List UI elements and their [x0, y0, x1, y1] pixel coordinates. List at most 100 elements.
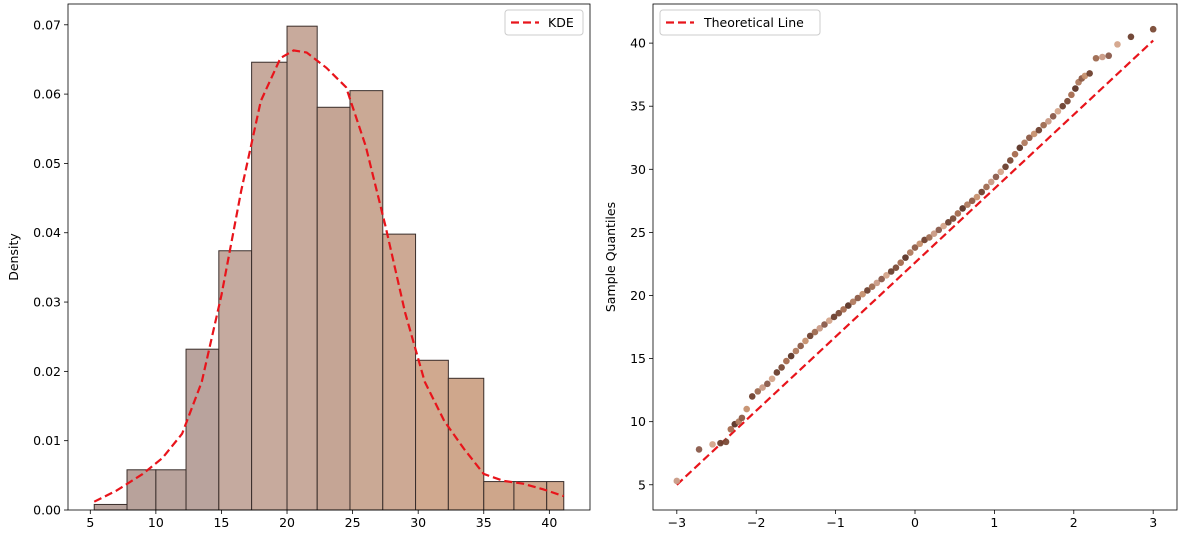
qq-point: [1099, 53, 1106, 61]
qq-point: [968, 197, 976, 205]
qq-point: [883, 271, 890, 279]
qq-point: [897, 259, 905, 266]
qq-point: [673, 477, 681, 485]
qq-point: [854, 294, 862, 302]
legend-box: [504, 9, 584, 36]
y-tick-label: 5: [638, 477, 646, 492]
qq-point: [764, 380, 771, 388]
histogram-bar: [126, 469, 157, 511]
qq-point: [830, 313, 838, 321]
qq-point: [925, 234, 933, 241]
qq-point: [978, 188, 985, 196]
qq-point: [983, 183, 990, 191]
x-tick-label: 1: [990, 515, 998, 530]
histogram-panel: 5 10 15 20 25 30 35 40 0.00 0.01 0.02 0.03 0.04 0.05…: [6, 3, 591, 530]
qq-point: [945, 218, 952, 226]
qq-point: [1040, 121, 1047, 129]
qq-legend: Theoretical Line: [659, 9, 821, 36]
qq-point: [825, 317, 833, 325]
qq-point: [1011, 150, 1019, 158]
qq-point: [1114, 41, 1121, 48]
qq-y-ticks: 5 10 15 20 25 30 35 40: [630, 36, 653, 492]
qq-point: [778, 364, 785, 371]
qq-point: [1149, 25, 1157, 33]
histogram-y-axis-label: Density: [6, 233, 21, 281]
qq-point: [1054, 107, 1062, 115]
qq-point: [964, 201, 971, 208]
x-tick-label: 20: [279, 515, 295, 530]
qq-point: [787, 352, 795, 360]
qq-point: [864, 287, 871, 294]
qq-point: [992, 173, 1000, 181]
qq-point: [868, 283, 876, 290]
qq-point: [1021, 139, 1028, 147]
histogram-bar: [185, 348, 220, 511]
x-tick-label: 40: [541, 515, 557, 530]
x-tick-label: 2: [1070, 515, 1078, 530]
y-tick-label: 0.00: [33, 503, 61, 518]
qq-point: [911, 244, 919, 251]
qq-point: [1127, 33, 1135, 41]
histogram-bars: [93, 25, 565, 511]
qq-point: [1002, 163, 1009, 171]
qq-point: [1092, 54, 1100, 62]
qq-point: [811, 328, 819, 336]
y-tick-label: 30: [630, 162, 646, 177]
qq-point: [887, 268, 895, 275]
qq-point: [1035, 126, 1043, 134]
y-tick-label: 0.05: [33, 156, 61, 171]
qq-point: [783, 357, 790, 365]
qq-points: [673, 25, 1157, 485]
qq-point: [930, 230, 938, 237]
histogram-bar: [251, 61, 288, 511]
y-tick-label: 0.01: [33, 433, 61, 448]
qq-point: [935, 226, 943, 234]
qq-point: [717, 439, 724, 447]
y-tick-label: 20: [630, 288, 646, 303]
qq-point: [773, 369, 781, 376]
y-tick-label: 10: [630, 414, 646, 429]
histogram-bar: [316, 106, 351, 511]
histogram-bar: [483, 481, 515, 511]
y-tick-label: 40: [630, 36, 646, 51]
qq-point: [709, 441, 716, 448]
theoretical-line: [676, 39, 1154, 486]
qq-point: [997, 168, 1005, 176]
x-tick-label: 3: [1149, 515, 1157, 530]
qq-point: [859, 290, 866, 298]
x-tick-label: 15: [213, 515, 229, 530]
qq-point: [1072, 85, 1079, 92]
qq-point: [802, 337, 809, 345]
qq-plot-panel: −3 −2 −1 0 1 2 3 5 10 15 20 25 30 35 40 Sample Quanti…: [603, 3, 1178, 530]
x-tick-label: −2: [747, 515, 765, 530]
qq-point: [722, 438, 730, 446]
qq-point: [916, 240, 924, 248]
y-tick-label: 15: [630, 351, 646, 366]
qq-point: [748, 393, 756, 400]
histogram-bar: [349, 90, 384, 511]
qq-point: [906, 249, 914, 256]
qq-point: [949, 215, 957, 222]
y-tick-label: 0.06: [33, 87, 61, 102]
histogram-bar: [286, 25, 318, 511]
qq-point: [821, 321, 828, 328]
qq-point: [816, 324, 824, 332]
qq-point: [849, 298, 857, 306]
legend-box: [659, 9, 821, 36]
x-tick-label: 10: [148, 515, 164, 530]
qq-point: [1086, 70, 1093, 77]
x-tick-label: 25: [345, 515, 361, 530]
histogram-x-ticks: 5 10 15 20 25 30 35 40: [86, 510, 557, 530]
qq-point: [873, 279, 881, 287]
x-tick-label: −1: [826, 515, 844, 530]
qq-point: [1105, 52, 1113, 60]
y-tick-label: 0.03: [33, 295, 61, 310]
histogram-bar: [218, 250, 253, 511]
x-tick-label: 30: [410, 515, 426, 530]
qq-point: [954, 210, 962, 217]
histogram-legend: KDE: [504, 9, 584, 36]
x-tick-label: 35: [476, 515, 492, 530]
qq-point: [1068, 91, 1075, 99]
histogram-bar: [415, 359, 449, 511]
qq-point: [878, 275, 885, 283]
